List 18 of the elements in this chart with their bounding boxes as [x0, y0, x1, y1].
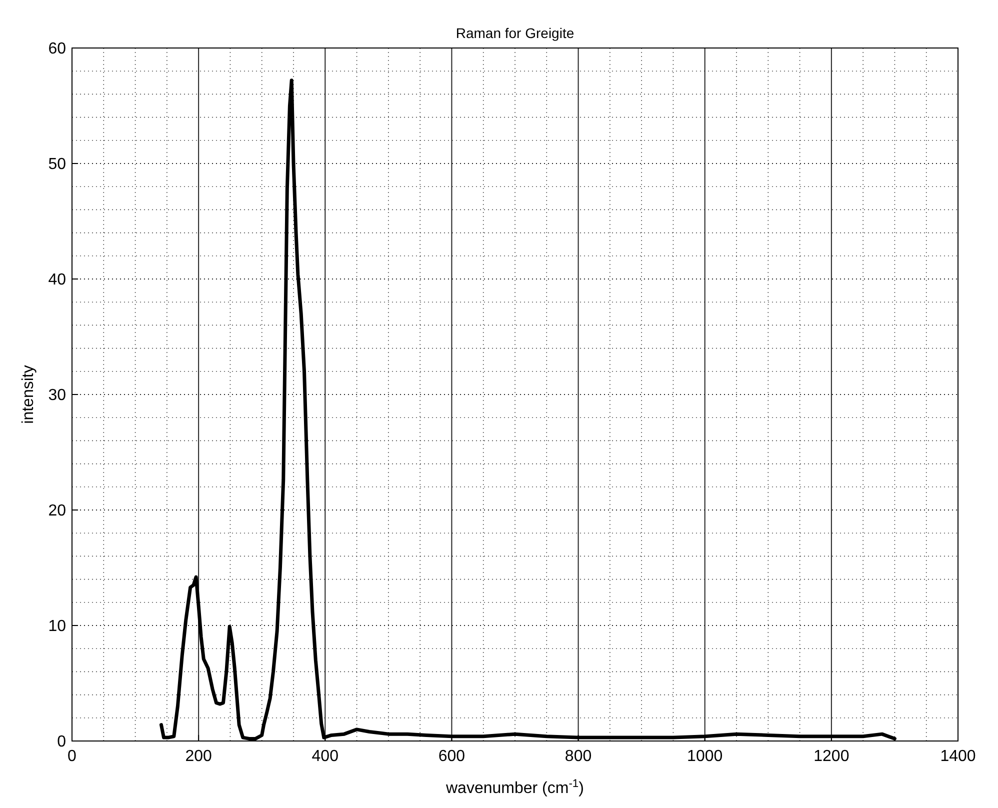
- y-tick-label: 50: [48, 156, 66, 174]
- y-tick-label: 20: [48, 502, 66, 520]
- y-tick-label: 10: [48, 618, 66, 636]
- x-tick-label: 0: [68, 748, 77, 765]
- y-tick-label: 40: [48, 272, 66, 289]
- x-tick-label: 1400: [940, 748, 976, 765]
- x-tick-label: 800: [564, 748, 592, 765]
- x-tick-label: 600: [438, 748, 466, 765]
- x-axis-title: wavenumber (cm$^{-1}$): [445, 778, 584, 797]
- y-tick-label: 30: [48, 387, 66, 404]
- x-tick-label: 200: [185, 748, 212, 765]
- y-tick-label: 0: [57, 734, 66, 751]
- y-tick-label: 60: [48, 40, 66, 58]
- x-tick-label: 1200: [814, 748, 850, 765]
- chart-title: Raman for Greigite: [456, 25, 574, 41]
- x-tick-label: 400: [312, 748, 339, 765]
- x-tick-label: 1000: [687, 748, 723, 765]
- y-axis-title: intensity: [20, 365, 37, 424]
